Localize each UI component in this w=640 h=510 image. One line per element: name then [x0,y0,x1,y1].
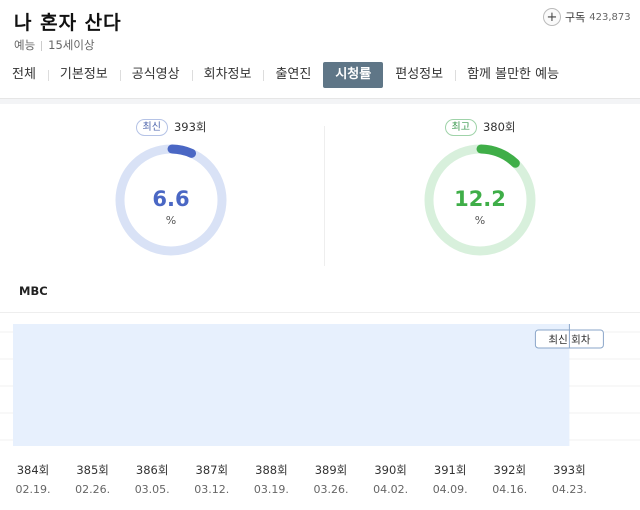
date-tick-label: 03.05. [135,483,170,496]
tab-7[interactable]: 함께 볼만한 예능 [455,62,571,88]
meta-divider [41,40,43,51]
latest-episode-caption: 최신 393회 [106,118,236,136]
episode-tick-label: 386회 [136,463,169,477]
best-episode-caption: 최고 380회 [415,118,545,136]
best-gauge-ring: 12.2% [424,144,536,256]
subscribe-button[interactable]: + 구독 423,873 [543,8,631,26]
channel-label: MBC [19,284,48,298]
ratings-line-chart: 최신 회차11.3384회02.19.8.3385회02.26.8.5386회0… [0,324,640,496]
latest-gauge-unit: % [166,214,176,227]
episode-tick-label: 391회 [434,463,467,477]
age-rating-label: 15세이상 [48,38,95,52]
date-tick-label: 04.09. [433,483,468,496]
episode-tick-label: 384회 [17,463,50,477]
chart-top-divider [0,312,640,313]
date-tick-label: 03.19. [254,483,289,496]
ratings-panel: 최신 393회 6.6% 최고 380회 12.2% MBC 최신 회차11.3… [0,104,640,510]
page-title: 나 혼자 산다 [14,12,122,34]
best-badge: 최고 [444,118,477,136]
best-episode: 380회 [482,120,516,134]
best-rating-gauge: 최고 380회 12.2% [415,118,545,259]
date-tick-label: 04.02. [373,483,408,496]
date-tick-label: 02.26. [75,483,110,496]
date-tick-label: 02.19. [16,483,51,496]
episode-tick-label: 392회 [494,463,527,477]
best-gauge-arc [476,144,520,168]
best-gauge-unit: % [475,214,485,227]
tab-4[interactable]: 출연진 [263,62,323,88]
episode-tick-label: 393회 [553,463,586,477]
genre-label: 예능 [14,38,36,52]
tab-6[interactable]: 편성정보 [395,67,444,82]
episode-tick-label: 389회 [315,463,348,477]
subscribe-label: 구독 [565,11,586,24]
header-divider [0,98,640,99]
tab-2[interactable]: 공식영상 [119,62,192,88]
episode-tick-label: 387회 [196,463,229,477]
tab-1[interactable]: 기본정보 [47,62,120,88]
tab-5[interactable]: 시청률 [323,62,384,88]
latest-episode: 393회 [173,120,207,134]
date-tick-label: 04.23. [552,483,587,496]
date-tick-label: 03.26. [314,483,349,496]
latest-badge: 최신 [135,118,168,136]
latest-gauge-value: 6.6 [152,187,189,211]
ratings-area-fill [13,324,570,446]
tab-3[interactable]: 회차정보 [191,62,264,88]
episode-tick-label: 390회 [374,463,407,477]
program-meta: 예능 15세이상 [14,37,95,53]
episode-tick-label: 385회 [76,463,109,477]
latest-rating-gauge: 최신 393회 6.6% [106,118,236,259]
latest-gauge-arc [167,144,197,158]
episode-tick-label: 388회 [255,463,288,477]
date-tick-label: 04.16. [492,483,527,496]
tab-bar: 전체 기본정보 공식영상 회차정보 출연진 시청률 편성정보 함께 볼만한 예능 [0,60,640,90]
subscriber-count: 423,873 [589,11,631,23]
tab-0[interactable]: 전체 [12,67,36,82]
program-header: 나 혼자 산다 예능 15세이상 + 구독 423,873 전체 기본정보 공식영상 회… [0,0,640,98]
plus-icon[interactable]: + [543,8,561,26]
gauge-divider [324,126,325,266]
latest-gauge-ring: 6.6% [115,144,227,256]
date-tick-label: 03.12. [194,483,229,496]
best-gauge-value: 12.2 [454,187,506,211]
